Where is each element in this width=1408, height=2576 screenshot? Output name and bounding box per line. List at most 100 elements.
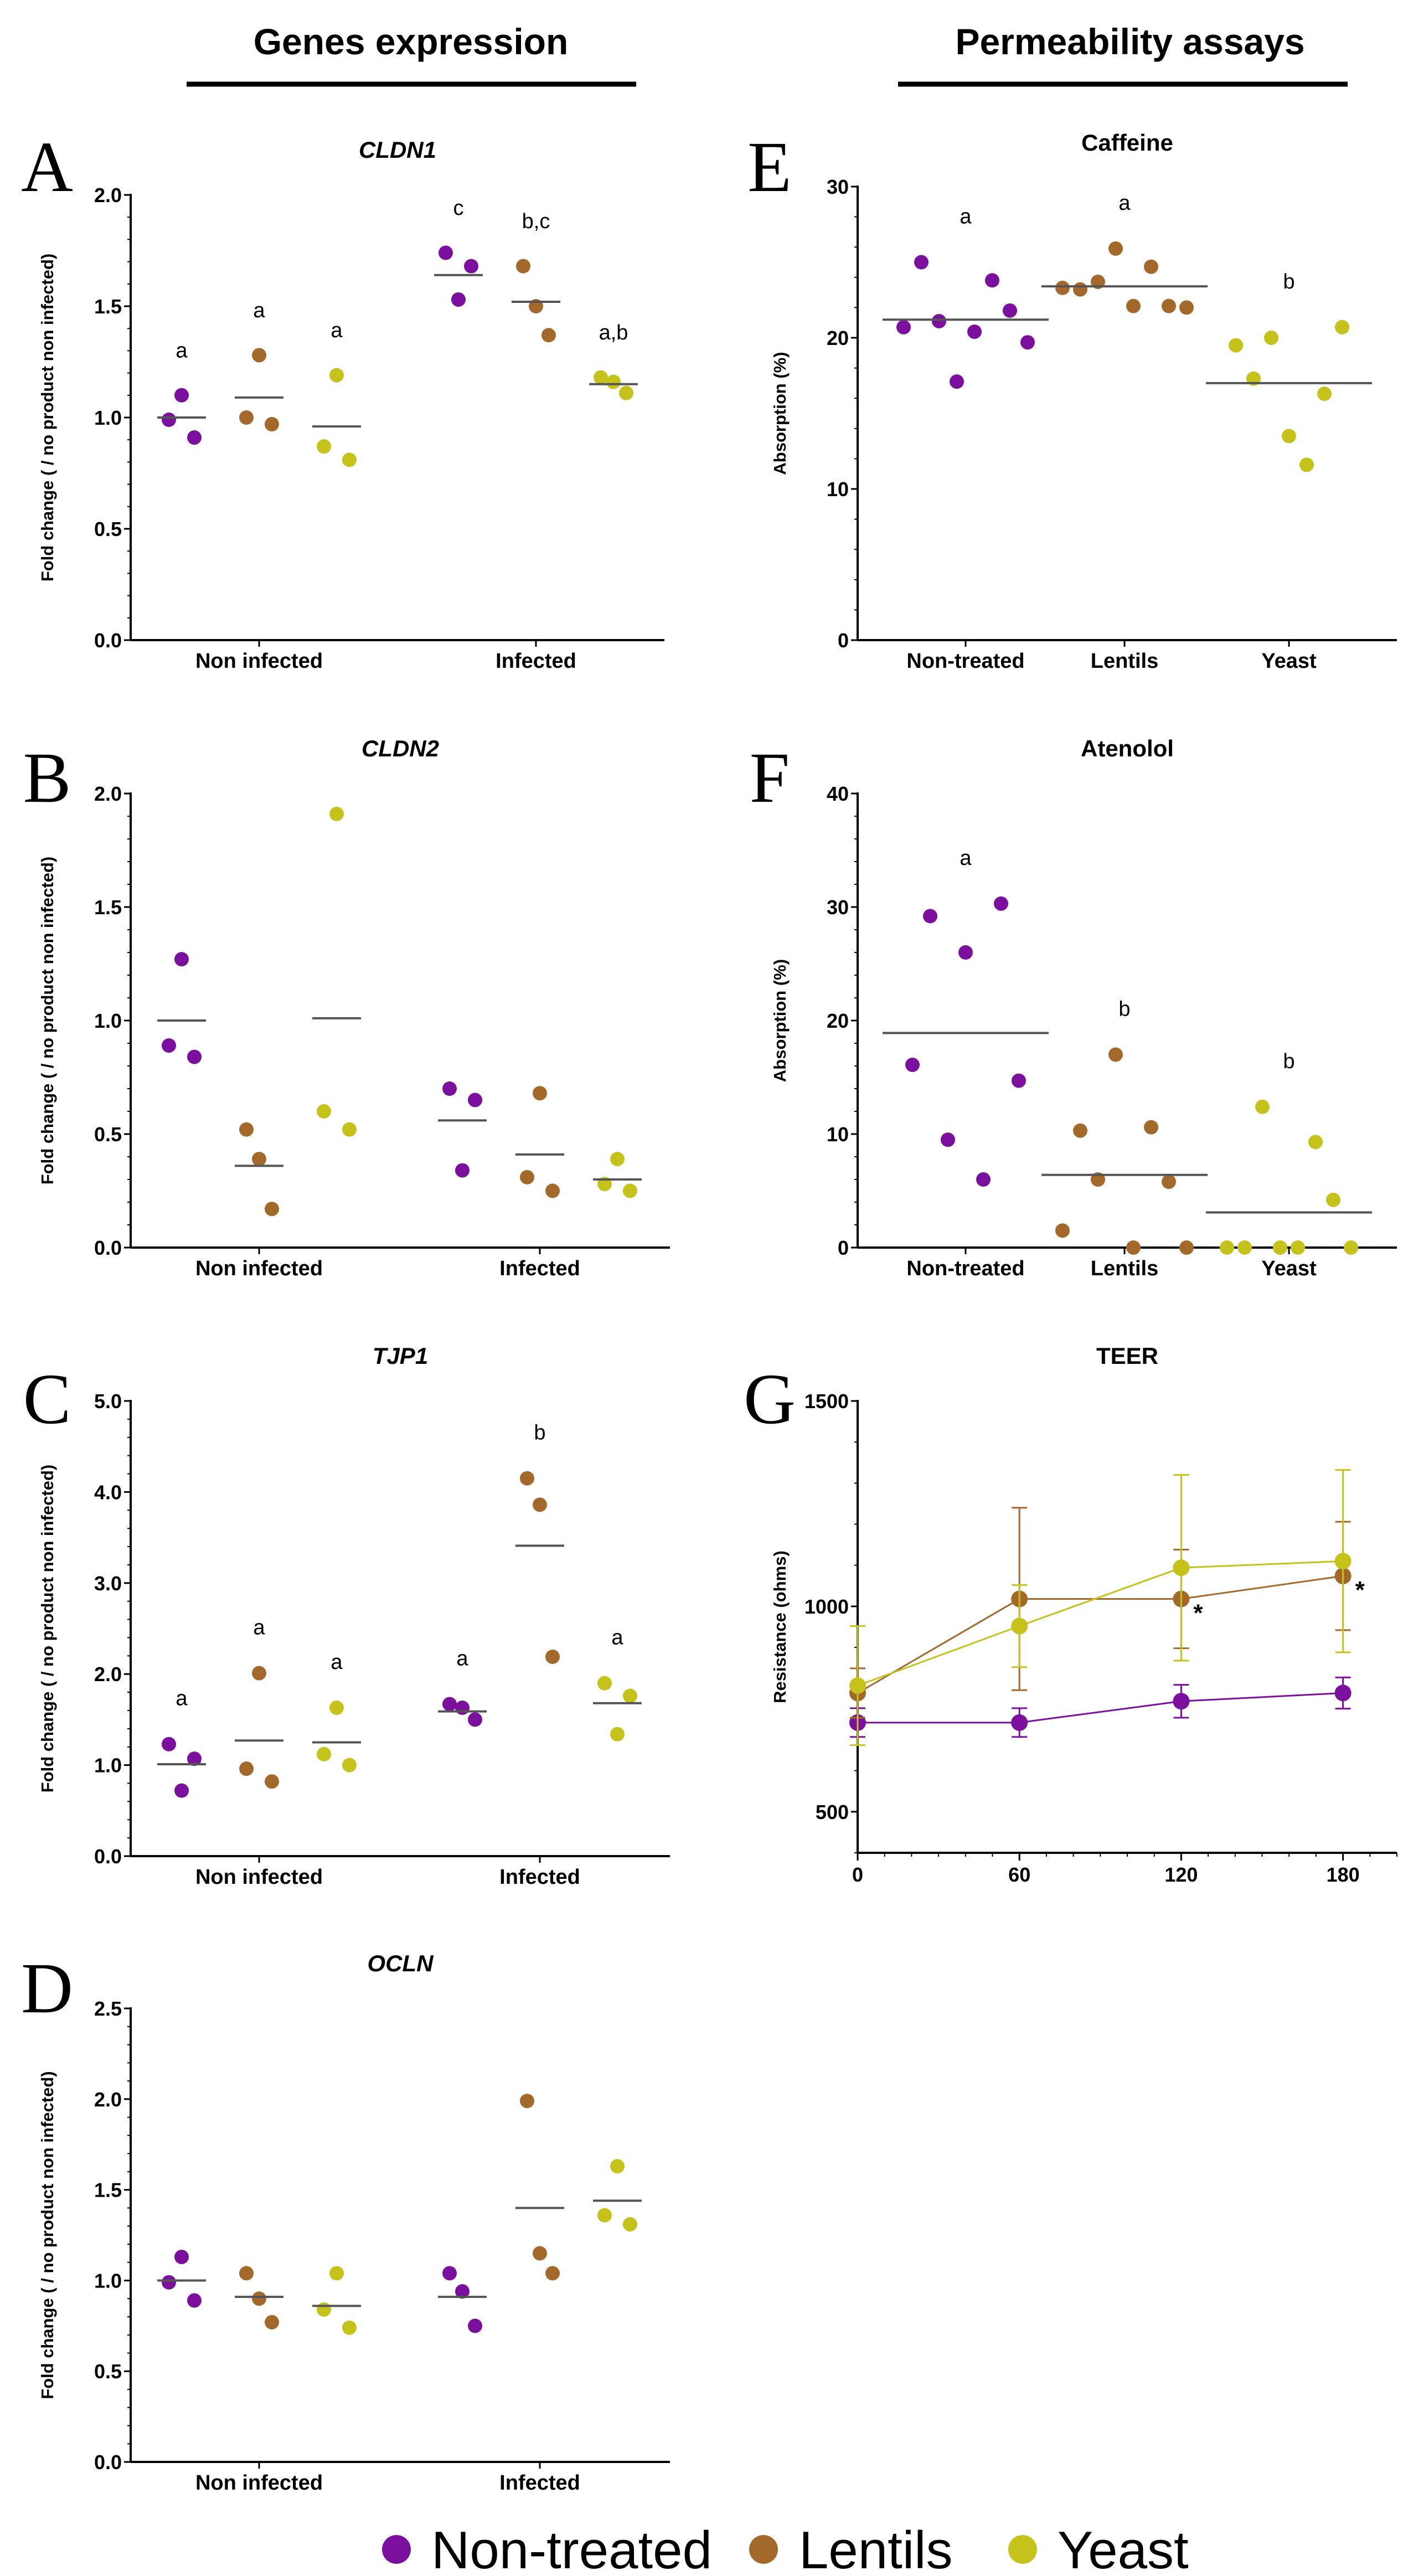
significance-letter: a,b xyxy=(599,321,628,344)
y-tick-label: 0.0 xyxy=(94,2451,122,2474)
panel-e: E Caffeine 0 10 20 30 Absorption (%) Non-treate… xyxy=(747,127,1397,673)
data-point xyxy=(468,1712,482,1727)
significance-letter: a xyxy=(176,339,188,362)
data-point xyxy=(329,806,344,821)
data-point xyxy=(239,410,254,425)
data-point xyxy=(1020,335,1035,350)
data-point xyxy=(162,413,176,427)
data-point xyxy=(914,255,929,270)
data-point xyxy=(451,292,466,307)
data-point xyxy=(187,2293,202,2308)
data-point xyxy=(623,1688,637,1703)
y-tick-label: 0 xyxy=(838,1237,849,1259)
data-point xyxy=(533,1086,547,1101)
data-point xyxy=(1179,300,1194,315)
data-point xyxy=(1055,1223,1070,1238)
data-point xyxy=(162,2275,176,2290)
data-point xyxy=(619,385,633,400)
data-point xyxy=(994,896,1008,911)
data-point xyxy=(1344,1240,1358,1255)
panel-a: A CLDN1 0.0 0.5 1.0 1.5 2.0 Fold change ( / no … xyxy=(21,127,664,673)
data-point xyxy=(317,439,331,454)
chart-title: TEER xyxy=(1096,1343,1158,1369)
data-point xyxy=(1162,1174,1176,1189)
data-point xyxy=(941,1132,955,1147)
data-point xyxy=(1229,338,1243,353)
panel-letter: B xyxy=(23,738,71,818)
data-point xyxy=(1003,303,1017,318)
panel-b: B CLDN2 0.0 0.5 1.0 1.5 2.0 Fold change ( / no … xyxy=(23,735,670,1280)
data-point xyxy=(342,1758,357,1773)
panel-letter: F xyxy=(750,738,790,818)
data-point xyxy=(1179,1240,1194,1255)
data-point xyxy=(1126,1240,1141,1255)
data-point xyxy=(1011,1617,1028,1635)
group-yeast: a xyxy=(593,1626,642,1742)
panel-letter: C xyxy=(23,1359,71,1439)
panel-letter: G xyxy=(744,1359,796,1439)
data-point xyxy=(455,1163,470,1178)
data-point xyxy=(265,1774,279,1789)
group-lentils xyxy=(515,2094,564,2281)
data-point xyxy=(1334,1553,1352,1570)
data-point xyxy=(174,2249,189,2264)
data-point xyxy=(252,1152,266,1167)
x-category-label: Non infected xyxy=(195,1866,323,1889)
panel-g: G TEER 500 1000 1500 Resistance (ohms) 0 60 120 1… xyxy=(744,1343,1397,1886)
x-category-label: Non infected xyxy=(195,1257,323,1280)
group-lentils: a xyxy=(1041,192,1208,315)
data-point xyxy=(932,313,946,328)
data-point xyxy=(541,328,556,343)
data-point xyxy=(520,2094,534,2109)
significance-letter: a xyxy=(331,1651,343,1674)
data-point xyxy=(606,374,621,389)
y-tick-label: 500 xyxy=(816,1801,849,1823)
y-axis-label: Fold change ( / no product non infected) xyxy=(38,2071,57,2399)
data-point xyxy=(1264,331,1278,345)
y-tick-label: 2.0 xyxy=(94,1663,122,1686)
y-axis-label: Resistance (ohms) xyxy=(770,1550,790,1703)
x-category-label: Lentils xyxy=(1091,650,1158,673)
y-tick-label: 20 xyxy=(827,1009,849,1032)
group-non-treated: c xyxy=(434,197,483,307)
significance-letter: c xyxy=(453,197,464,220)
y-axis-label: Absorption (%) xyxy=(770,352,790,475)
y-tick-label: 0.0 xyxy=(94,629,122,652)
data-point xyxy=(1326,1192,1340,1207)
y-tick-label: 0.0 xyxy=(94,1845,122,1868)
data-point xyxy=(317,1104,331,1119)
significance-letter: a xyxy=(960,205,972,229)
y-tick-label: 1.0 xyxy=(94,2269,122,2292)
data-point xyxy=(187,430,202,445)
data-point xyxy=(174,388,189,403)
data-point xyxy=(610,1152,625,1167)
legend-label-non-treated: Non-treated xyxy=(431,2521,712,2576)
y-tick-label: 10 xyxy=(827,478,849,501)
data-point xyxy=(1291,1240,1305,1255)
data-point xyxy=(1108,1047,1123,1062)
group-yeast xyxy=(312,806,361,1137)
series-line xyxy=(857,1560,1343,1687)
y-tick-label: 2.0 xyxy=(94,184,122,207)
y-tick-label: 2.5 xyxy=(94,1997,122,2020)
data-point xyxy=(1144,1120,1158,1135)
data-point xyxy=(1317,387,1332,401)
header-genes-expression: Genes expression xyxy=(254,21,569,62)
data-point xyxy=(950,374,964,389)
data-point xyxy=(623,2217,637,2232)
x-tick-label: 60 xyxy=(1008,1863,1030,1886)
data-point xyxy=(342,1122,357,1137)
data-point xyxy=(533,1497,547,1512)
group-lentils xyxy=(235,1122,283,1217)
significance-letter: b xyxy=(1283,1050,1294,1073)
data-point xyxy=(174,1783,189,1798)
y-tick-label: 5.0 xyxy=(94,1390,122,1413)
data-point xyxy=(317,2302,331,2317)
data-point xyxy=(1012,1073,1026,1088)
y-tick-label: 1.0 xyxy=(94,1009,122,1032)
data-point xyxy=(1237,1240,1252,1255)
series-yeast xyxy=(849,1469,1352,1746)
y-tick-label: 0.5 xyxy=(94,1123,122,1146)
group-yeast: b xyxy=(1206,270,1372,472)
